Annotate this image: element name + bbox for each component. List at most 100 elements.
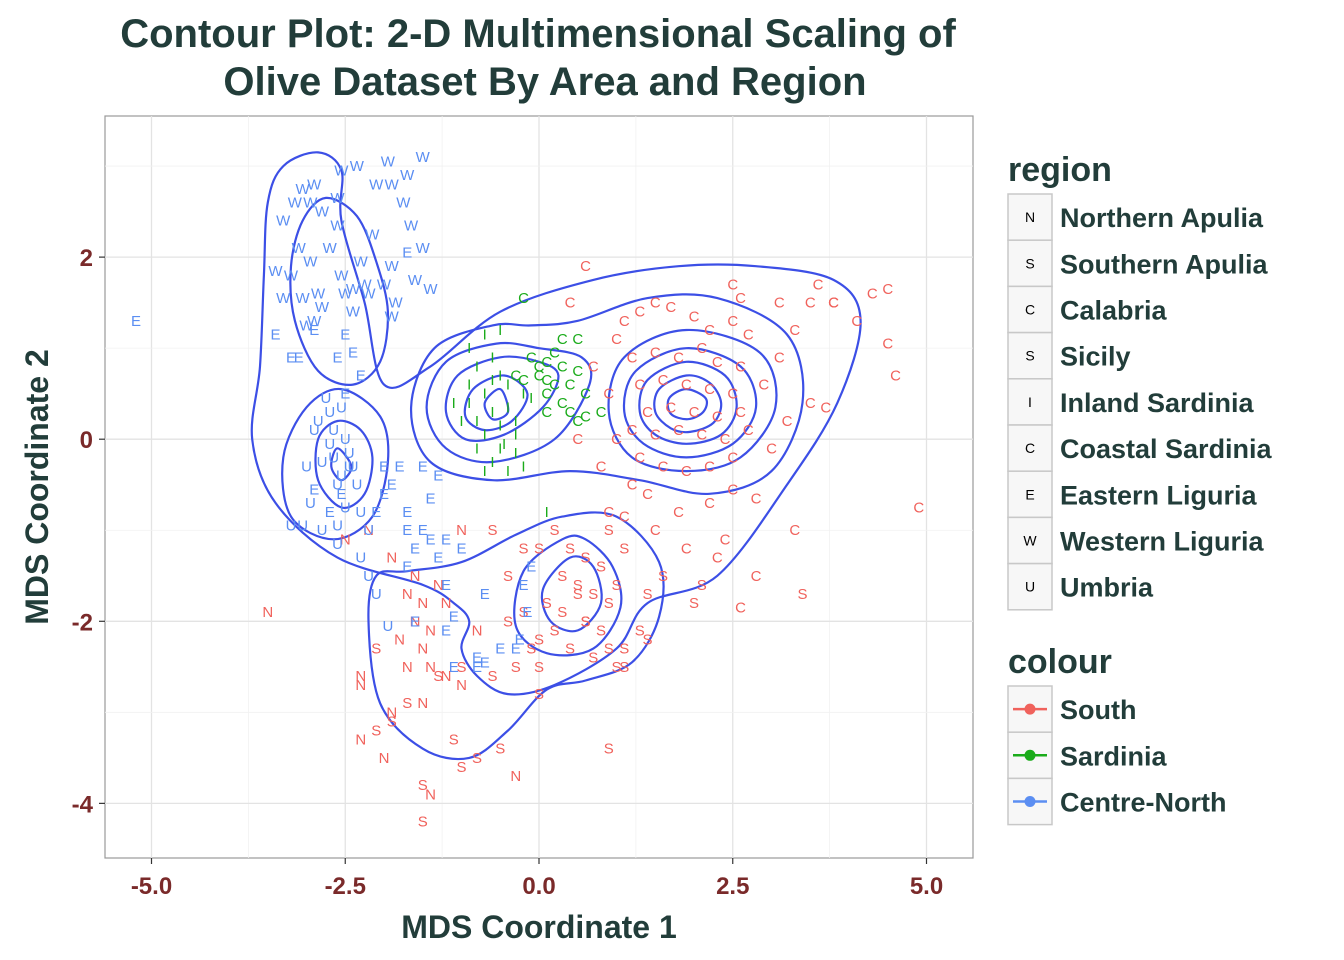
data-point: E xyxy=(441,622,451,639)
data-point: C xyxy=(572,431,583,448)
data-point: E xyxy=(336,486,346,503)
data-point: W xyxy=(365,226,380,243)
data-point: S xyxy=(418,777,428,794)
data-point: W xyxy=(385,176,400,193)
contour-line-lower-inner xyxy=(540,555,603,633)
data-point: W xyxy=(323,240,338,257)
data-point: W xyxy=(307,313,322,330)
data-point: I xyxy=(467,377,471,394)
legend-region-symbol: W xyxy=(1023,533,1037,549)
legend-colour-label: Centre-North xyxy=(1060,788,1227,818)
data-point: W xyxy=(404,217,419,234)
data-point: E xyxy=(356,367,366,384)
data-point: C xyxy=(720,531,731,548)
data-point: N xyxy=(386,704,397,721)
data-point: C xyxy=(627,422,638,439)
data-point: S xyxy=(518,540,528,557)
data-point: U xyxy=(344,459,355,476)
data-point: S xyxy=(542,595,552,612)
data-point: U xyxy=(301,459,312,476)
data-point: C xyxy=(534,367,545,384)
contour-line-left-u-1 xyxy=(281,387,390,541)
data-point: N xyxy=(340,531,351,548)
data-point: N xyxy=(379,750,390,767)
data-point: N xyxy=(402,586,413,603)
data-point: C xyxy=(642,404,653,421)
data-point: U xyxy=(313,413,324,430)
data-point: C xyxy=(596,459,607,476)
data-point: W xyxy=(423,281,438,298)
y-tick-label: -4 xyxy=(72,791,94,818)
contour-line-lower-outer xyxy=(367,511,665,761)
data-point: C xyxy=(619,509,630,526)
data-point: E xyxy=(441,531,451,548)
legend-region-symbol: S xyxy=(1025,348,1034,364)
data-point: C xyxy=(665,299,676,316)
data-point: C xyxy=(743,422,754,439)
data-point: C xyxy=(681,377,692,394)
data-point: S xyxy=(534,631,544,648)
data-point: E xyxy=(286,349,296,366)
data-point: C xyxy=(650,522,661,539)
data-point: U xyxy=(344,445,355,462)
data-point: W xyxy=(292,240,307,257)
data-point: I xyxy=(506,399,510,416)
data-point: C xyxy=(882,336,893,353)
contour-line-left-upper-w xyxy=(289,196,390,386)
data-point: C xyxy=(580,258,591,275)
data-point: S xyxy=(534,540,544,557)
contour-line-left-u-3 xyxy=(330,447,353,482)
data-point: W xyxy=(311,286,326,303)
data-point: W xyxy=(381,154,396,171)
data-point: W xyxy=(400,167,415,184)
data-point: W xyxy=(303,194,318,211)
data-point: W xyxy=(307,176,322,193)
data-point: N xyxy=(417,641,428,658)
data-point: N xyxy=(355,668,366,685)
grid-lines xyxy=(105,116,973,858)
data-point: U xyxy=(317,522,328,539)
data-point: I xyxy=(475,413,479,430)
data-point: C xyxy=(603,504,614,521)
contour-line-right-3 xyxy=(638,360,738,445)
data-point: C xyxy=(557,331,568,348)
data-point: S xyxy=(573,586,583,603)
data-point: U xyxy=(340,431,351,448)
data-point: N xyxy=(386,550,397,567)
data-point: N xyxy=(456,522,467,539)
data-point: S xyxy=(549,622,559,639)
data-point: E xyxy=(433,550,443,567)
data-point: N xyxy=(402,659,413,676)
data-point: C xyxy=(805,295,816,312)
data-point: C xyxy=(851,313,862,330)
data-point: S xyxy=(604,522,614,539)
data-point: S xyxy=(456,659,466,676)
data-point: C xyxy=(758,377,769,394)
legend-region-label: Eastern Liguria xyxy=(1060,480,1258,510)
data-point: C xyxy=(720,431,731,448)
data-point: S xyxy=(549,522,559,539)
data-point: I xyxy=(506,463,510,480)
data-point: I xyxy=(490,454,494,471)
data-point: C xyxy=(813,276,824,293)
data-point: C xyxy=(541,372,552,389)
data-point: I xyxy=(483,463,487,480)
data-point: W xyxy=(284,267,299,284)
data-point: W xyxy=(296,181,311,198)
data-point: U xyxy=(348,459,359,476)
data-point: C xyxy=(681,463,692,480)
data-point: C xyxy=(727,276,738,293)
data-point: C xyxy=(549,345,560,362)
data-point: S xyxy=(557,568,567,585)
data-point: C xyxy=(689,404,700,421)
data-point: U xyxy=(328,449,339,466)
data-point: E xyxy=(418,522,428,539)
data-point: W xyxy=(408,272,423,289)
data-point: S xyxy=(456,759,466,776)
data-point: C xyxy=(727,313,738,330)
data-point: C xyxy=(913,499,924,516)
data-point: S xyxy=(619,641,629,658)
data-point: S xyxy=(487,668,497,685)
data-point: C xyxy=(603,386,614,403)
legend-colour-dot xyxy=(1024,796,1036,807)
